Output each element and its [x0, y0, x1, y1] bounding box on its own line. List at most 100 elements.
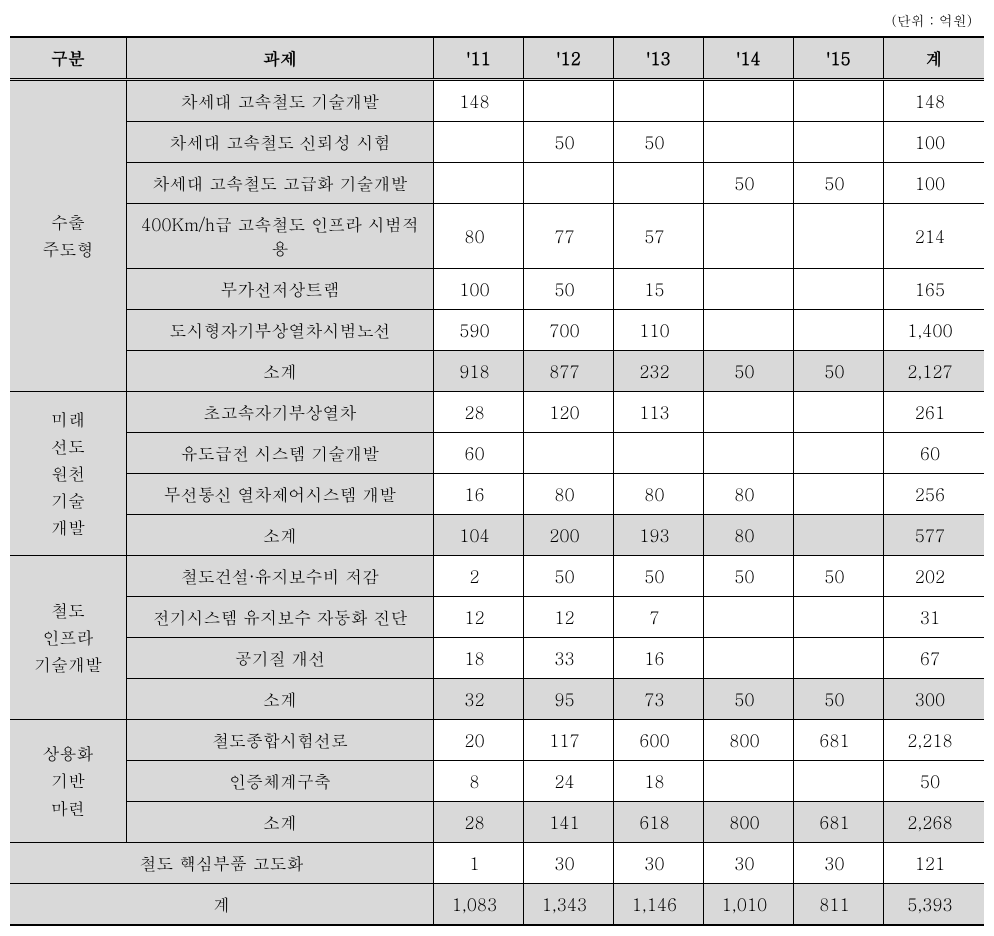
cell-y14: 800 [703, 720, 793, 761]
cell-y11: 28 [433, 802, 523, 843]
subtotal-label: 소계 [126, 802, 433, 843]
task-cell: 차세대 고속철도 고급화 기술개발 [126, 163, 433, 204]
cell-y12: 50 [523, 122, 613, 163]
header-y15: '15 [793, 37, 883, 80]
cell-total: 214 [883, 204, 984, 269]
cell-y13: 18 [613, 761, 703, 802]
cell-y12: 117 [523, 720, 613, 761]
task-cell: 철도건설·유지보수비 저감 [126, 556, 433, 597]
task-cell: 철도종합시험선로 [126, 720, 433, 761]
cell-y14 [703, 761, 793, 802]
cell-total: 50 [883, 761, 984, 802]
cell-y12: 77 [523, 204, 613, 269]
cell-y15: 30 [793, 843, 883, 884]
header-y13: '13 [613, 37, 703, 80]
cell-y14: 50 [703, 679, 793, 720]
cell-y12: 50 [523, 269, 613, 310]
cell-total: 2,218 [883, 720, 984, 761]
subtotal-label: 소계 [126, 515, 433, 556]
cell-y12: 80 [523, 474, 613, 515]
cell-y14 [703, 204, 793, 269]
cell-y12: 24 [523, 761, 613, 802]
cell-y12: 12 [523, 597, 613, 638]
cell-total: 2,268 [883, 802, 984, 843]
cell-total: 300 [883, 679, 984, 720]
cell-y15 [793, 433, 883, 474]
cell-y11 [433, 163, 523, 204]
cell-y13: 113 [613, 392, 703, 433]
cell-total: 100 [883, 163, 984, 204]
cell-y15: 50 [793, 163, 883, 204]
gt-total: 5,393 [883, 884, 984, 926]
cell-y11: 28 [433, 392, 523, 433]
task-cell: 무가선저상트램 [126, 269, 433, 310]
category-cell: 상용화기반마련 [10, 720, 126, 843]
cell-y13 [613, 163, 703, 204]
cell-total: 261 [883, 392, 984, 433]
cell-y15: 50 [793, 679, 883, 720]
cell-y13: 50 [613, 122, 703, 163]
cell-y14 [703, 80, 793, 122]
task-cell: 무선통신 열차제어시스템 개발 [126, 474, 433, 515]
cell-y12 [523, 433, 613, 474]
cell-y15 [793, 310, 883, 351]
cell-y14: 50 [703, 163, 793, 204]
cell-total: 31 [883, 597, 984, 638]
budget-table: 구분과제'11'12'13'14'15계수출주도형차세대 고속철도 기술개발14… [10, 36, 984, 926]
grand-total-label: 계 [10, 884, 433, 926]
task-cell: 초고속자기부상열차 [126, 392, 433, 433]
gt-y15: 811 [793, 884, 883, 926]
cell-y15 [793, 392, 883, 433]
cell-y12: 877 [523, 351, 613, 392]
cell-y13: 232 [613, 351, 703, 392]
cell-total: 100 [883, 122, 984, 163]
cell-y14: 50 [703, 556, 793, 597]
cell-y15 [793, 597, 883, 638]
cell-y15 [793, 515, 883, 556]
cell-total: 121 [883, 843, 984, 884]
cell-y15 [793, 474, 883, 515]
cell-y13: 7 [613, 597, 703, 638]
cell-y11: 80 [433, 204, 523, 269]
cell-y15 [793, 204, 883, 269]
cell-y15 [793, 269, 883, 310]
cell-y14 [703, 597, 793, 638]
cell-y12: 700 [523, 310, 613, 351]
cell-total: 67 [883, 638, 984, 679]
cell-total: 2,127 [883, 351, 984, 392]
cell-y15: 681 [793, 720, 883, 761]
cell-total: 165 [883, 269, 984, 310]
cell-y14 [703, 638, 793, 679]
cell-y14 [703, 392, 793, 433]
cell-y13 [613, 80, 703, 122]
category-cell: 철도인프라기술개발 [10, 556, 126, 720]
header-y11: '11 [433, 37, 523, 80]
cell-y11: 148 [433, 80, 523, 122]
cell-y14: 800 [703, 802, 793, 843]
cell-y14 [703, 269, 793, 310]
gt-y13: 1,146 [613, 884, 703, 926]
header-y14: '14 [703, 37, 793, 80]
cell-y13: 73 [613, 679, 703, 720]
cell-y13: 618 [613, 802, 703, 843]
cell-total: 60 [883, 433, 984, 474]
cell-y11: 100 [433, 269, 523, 310]
cell-y12: 120 [523, 392, 613, 433]
cell-total: 577 [883, 515, 984, 556]
cell-y13: 110 [613, 310, 703, 351]
cell-y11 [433, 122, 523, 163]
cell-y14: 80 [703, 474, 793, 515]
task-cell: 인증체계구축 [126, 761, 433, 802]
cell-y11: 918 [433, 351, 523, 392]
cell-y11: 8 [433, 761, 523, 802]
cell-y15 [793, 80, 883, 122]
cell-y12: 95 [523, 679, 613, 720]
cell-y12 [523, 80, 613, 122]
header-task: 과제 [126, 37, 433, 80]
header-total: 계 [883, 37, 984, 80]
cell-y13: 80 [613, 474, 703, 515]
gt-y11: 1,083 [433, 884, 523, 926]
cell-y15 [793, 122, 883, 163]
cell-y13: 50 [613, 556, 703, 597]
cell-y11: 18 [433, 638, 523, 679]
